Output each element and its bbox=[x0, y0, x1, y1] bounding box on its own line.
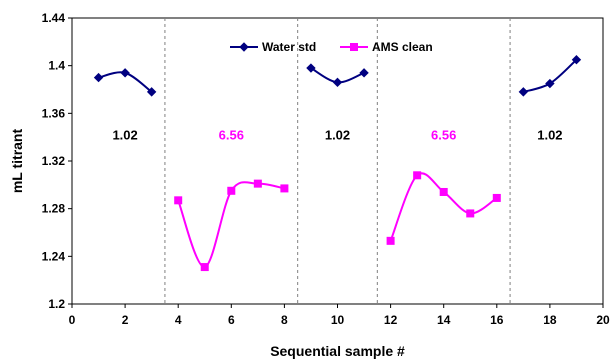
y-tick-label: 1.28 bbox=[42, 202, 66, 216]
x-tick-label: 10 bbox=[331, 313, 345, 327]
data-point-water-std bbox=[359, 68, 369, 78]
series-layer bbox=[93, 55, 582, 272]
plot-area bbox=[71, 17, 604, 305]
data-point-water-std bbox=[571, 55, 582, 65]
data-point-ams-clean bbox=[280, 184, 289, 193]
data-point-water-std bbox=[146, 87, 157, 97]
legend-label-water-std: Water std bbox=[262, 40, 316, 54]
section-label: 1.02 bbox=[537, 128, 562, 143]
data-point-ams-clean bbox=[413, 171, 422, 180]
data-point-ams-clean bbox=[492, 193, 501, 202]
data-point-ams-clean bbox=[253, 179, 262, 188]
data-point-water-std bbox=[93, 72, 104, 83]
x-tick-label: 0 bbox=[69, 313, 76, 327]
y-tick-label: 1.2 bbox=[48, 297, 65, 311]
x-tick-label: 20 bbox=[596, 313, 610, 327]
x-tick-label: 2 bbox=[122, 313, 129, 327]
axes: 1.2 1.24 1.28 1.32 1.36 1.4 1.44 0 2 4 6 8 10 12 14 16 1… bbox=[42, 11, 610, 327]
x-tick-label: 12 bbox=[384, 313, 398, 327]
data-point-ams-clean bbox=[439, 187, 448, 196]
data-point-ams-clean bbox=[227, 186, 236, 195]
y-tick-label: 1.32 bbox=[42, 154, 66, 168]
plot-frame bbox=[71, 17, 604, 305]
data-point-water-std bbox=[306, 63, 316, 73]
section-label: 1.02 bbox=[112, 128, 137, 143]
x-tick-label: 18 bbox=[543, 313, 557, 327]
data-point-water-std bbox=[332, 77, 343, 88]
data-point-water-std bbox=[518, 87, 529, 97]
legend-marker-ams-clean bbox=[350, 43, 358, 51]
x-tick-label: 16 bbox=[490, 313, 504, 327]
data-point-ams-clean bbox=[386, 236, 395, 245]
x-tick-label: 6 bbox=[228, 313, 235, 327]
data-point-ams-clean bbox=[466, 209, 475, 218]
x-tick-label: 8 bbox=[281, 313, 288, 327]
x-axis-title: Sequential sample # bbox=[270, 343, 405, 359]
y-axis-title: mL titrant bbox=[9, 129, 25, 194]
section-label: 6.56 bbox=[431, 128, 456, 143]
legend-marker-water-std bbox=[239, 42, 249, 52]
section-label: 1.02 bbox=[325, 128, 350, 143]
y-tick-label: 1.36 bbox=[42, 106, 66, 120]
series-ams-clean bbox=[174, 171, 501, 272]
legend-label-ams-clean: AMS clean bbox=[372, 40, 433, 54]
y-tick-label: 1.24 bbox=[42, 249, 66, 263]
x-tick-label: 4 bbox=[175, 313, 182, 327]
x-tick-label: 14 bbox=[437, 313, 451, 327]
section-label: 6.56 bbox=[219, 128, 244, 143]
y-tick-label: 1.4 bbox=[48, 59, 65, 73]
series-water-std bbox=[93, 55, 582, 97]
annotations: 1.02 6.56 1.02 6.56 1.02 bbox=[112, 128, 562, 143]
data-point-water-std bbox=[120, 68, 130, 78]
y-tick-label: 1.44 bbox=[42, 11, 66, 25]
data-point-ams-clean bbox=[200, 263, 209, 272]
data-point-ams-clean bbox=[174, 196, 183, 205]
data-point-water-std bbox=[545, 78, 555, 89]
legend: Water std AMS clean bbox=[230, 40, 433, 54]
